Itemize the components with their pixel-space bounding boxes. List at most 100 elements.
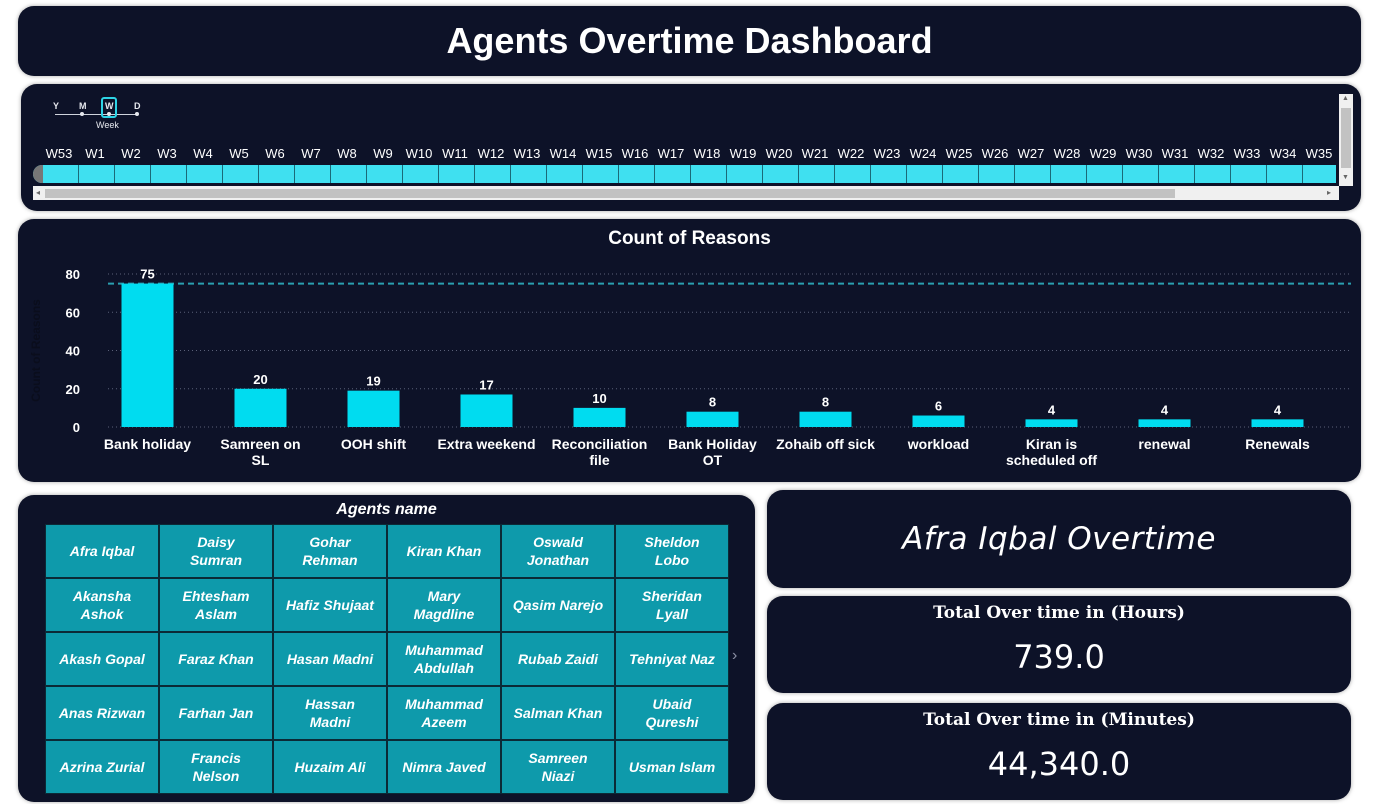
timeline-cell[interactable] [799,165,835,183]
agent-tile[interactable]: Akash Gopal [45,632,159,686]
agent-tile[interactable]: Ehtesham Aslam [159,578,273,632]
timeline-cell[interactable] [1231,165,1267,183]
week-label[interactable]: W21 [801,146,829,161]
scroll-up-icon[interactable]: ▲ [1342,95,1349,102]
agent-tile[interactable]: Rubab Zaidi [501,632,615,686]
agent-tile[interactable]: Sheldon Lobo [615,524,729,578]
week-label[interactable]: W12 [477,146,505,161]
agent-tile[interactable]: Nimra Javed [387,740,501,794]
agent-tile[interactable]: Tehniyat Naz [615,632,729,686]
timeline-cell[interactable] [619,165,655,183]
scroll-down-icon[interactable]: ▼ [1342,174,1349,181]
timeline-cell[interactable] [907,165,943,183]
week-label[interactable]: W4 [193,146,213,161]
week-label[interactable]: W26 [981,146,1009,161]
week-label[interactable]: W28 [1053,146,1081,161]
week-label[interactable]: W3 [157,146,177,161]
timeline-cell[interactable] [655,165,691,183]
week-label[interactable]: W33 [1233,146,1261,161]
week-label[interactable]: W11 [442,146,468,161]
timeline-cell[interactable] [943,165,979,183]
week-label[interactable]: W34 [1269,146,1297,161]
timeline-cell[interactable] [151,165,187,183]
week-label[interactable]: W6 [265,146,285,161]
week-label[interactable]: W1 [85,146,105,161]
timeline-cell[interactable] [1051,165,1087,183]
agent-tile[interactable]: Daisy Sumran [159,524,273,578]
week-label[interactable]: W35 [1305,146,1333,161]
agent-tile[interactable]: Muhammad Abdullah [387,632,501,686]
week-label[interactable]: W22 [837,146,865,161]
timeline-cell[interactable] [1159,165,1195,183]
week-label[interactable]: W53 [45,146,73,161]
week-label[interactable]: W9 [373,146,393,161]
agent-tile[interactable]: Hafiz Shujaat [273,578,387,632]
agent-tile[interactable]: Hassan Madni [273,686,387,740]
timeline-cell[interactable] [979,165,1015,183]
agent-tile[interactable]: Azrina Zurial [45,740,159,794]
granularity-selector[interactable]: Y M W D Week [53,97,153,132]
week-label[interactable]: W27 [1017,146,1045,161]
timeline-cell[interactable] [43,165,79,183]
timeline-cell[interactable] [835,165,871,183]
agent-tile[interactable]: Huzaim Ali [273,740,387,794]
horizontal-scrollbar[interactable]: ◂ ▸ [33,186,1339,200]
week-label[interactable]: W18 [693,146,721,161]
week-label[interactable]: W24 [909,146,937,161]
week-label[interactable]: W10 [405,146,433,161]
agent-tile[interactable]: Farhan Jan [159,686,273,740]
agent-tile[interactable]: Sheridan Lyall [615,578,729,632]
agent-tile[interactable]: Oswald Jonathan [501,524,615,578]
timeline-cell[interactable] [1195,165,1231,183]
timeline-cell[interactable] [727,165,763,183]
scrollbar-thumb[interactable] [1341,108,1351,168]
week-label[interactable]: W19 [729,146,757,161]
week-label[interactable]: W30 [1125,146,1153,161]
week-label[interactable]: W23 [873,146,901,161]
timeline-cell[interactable] [547,165,583,183]
timeline-cell[interactable] [1267,165,1303,183]
week-label[interactable]: W29 [1089,146,1117,161]
scroll-left-icon[interactable]: ◂ [36,188,41,197]
week-label[interactable]: W8 [337,146,357,161]
week-label[interactable]: W25 [945,146,973,161]
timeline-cell[interactable] [475,165,511,183]
agent-tile[interactable]: Usman Islam [615,740,729,794]
timeline-cell[interactable] [403,165,439,183]
timeline-cell[interactable] [583,165,619,183]
agent-tile[interactable]: Kiran Khan [387,524,501,578]
granularity-year[interactable]: Y [53,101,60,111]
week-label[interactable]: W17 [657,146,685,161]
agent-tile[interactable]: Francis Nelson [159,740,273,794]
timeline-cell[interactable] [439,165,475,183]
vertical-scrollbar[interactable]: ▲ ▼ [1339,94,1353,186]
week-label[interactable]: W31 [1161,146,1189,161]
timeline-cell[interactable] [331,165,367,183]
agent-tile[interactable]: Samreen Niazi [501,740,615,794]
agent-tile[interactable]: Hasan Madni [273,632,387,686]
timeline-cell[interactable] [187,165,223,183]
timeline-cell[interactable] [691,165,727,183]
week-label[interactable]: W20 [765,146,793,161]
agent-tile[interactable]: Gohar Rehman [273,524,387,578]
agent-tile[interactable]: Qasim Narejo [501,578,615,632]
chevron-right-icon[interactable]: › [732,647,738,664]
agent-tile[interactable]: Mary Magdline [387,578,501,632]
agent-tile[interactable]: Salman Khan [501,686,615,740]
week-label[interactable]: W14 [549,146,577,161]
agent-tile[interactable]: Ubaid Qureshi [615,686,729,740]
timeline-cell[interactable] [367,165,403,183]
agent-tile[interactable]: Faraz Khan [159,632,273,686]
week-timeline-slicer[interactable]: Y M W D Week W53 W1 W2 W3 W4 W5 W6 W7 W8 W9 W10 W11… [21,84,1361,211]
scroll-right-icon[interactable]: ▸ [1327,188,1332,197]
timeline-cell[interactable] [763,165,799,183]
timeline-cell[interactable] [1015,165,1051,183]
timeline-cell[interactable] [295,165,331,183]
timeline-cell[interactable] [223,165,259,183]
week-label[interactable]: W32 [1197,146,1225,161]
timeline-cell[interactable] [871,165,907,183]
week-label[interactable]: W5 [229,146,249,161]
agent-tile[interactable]: Afra Iqbal [45,524,159,578]
scrollbar-thumb[interactable] [45,189,1175,198]
timeline-cell[interactable] [1123,165,1159,183]
